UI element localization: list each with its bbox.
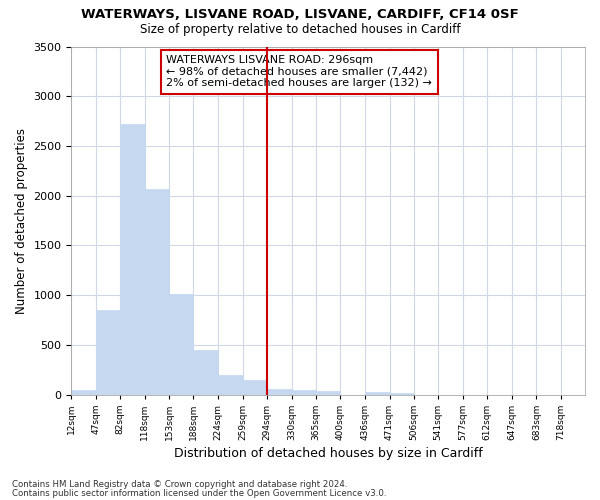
- Bar: [292, 390, 316, 394]
- Bar: [316, 390, 340, 394]
- Bar: [169, 294, 193, 394]
- Bar: [365, 392, 389, 394]
- X-axis label: Distribution of detached houses by size in Cardiff: Distribution of detached houses by size …: [174, 447, 482, 460]
- Bar: [389, 392, 414, 394]
- Bar: [95, 310, 120, 394]
- Bar: [193, 350, 218, 395]
- Text: WATERWAYS LISVANE ROAD: 296sqm
← 98% of detached houses are smaller (7,442)
2% o: WATERWAYS LISVANE ROAD: 296sqm ← 98% of …: [166, 55, 432, 88]
- Text: Contains HM Land Registry data © Crown copyright and database right 2024.: Contains HM Land Registry data © Crown c…: [12, 480, 347, 489]
- Text: WATERWAYS, LISVANE ROAD, LISVANE, CARDIFF, CF14 0SF: WATERWAYS, LISVANE ROAD, LISVANE, CARDIF…: [81, 8, 519, 20]
- Bar: [145, 188, 169, 394]
- Text: Size of property relative to detached houses in Cardiff: Size of property relative to detached ho…: [140, 22, 460, 36]
- Bar: [267, 389, 292, 394]
- Y-axis label: Number of detached properties: Number of detached properties: [15, 128, 28, 314]
- Text: Contains public sector information licensed under the Open Government Licence v3: Contains public sector information licen…: [12, 488, 386, 498]
- Bar: [218, 375, 242, 394]
- Bar: [120, 124, 145, 394]
- Bar: [242, 380, 267, 394]
- Bar: [71, 390, 95, 394]
